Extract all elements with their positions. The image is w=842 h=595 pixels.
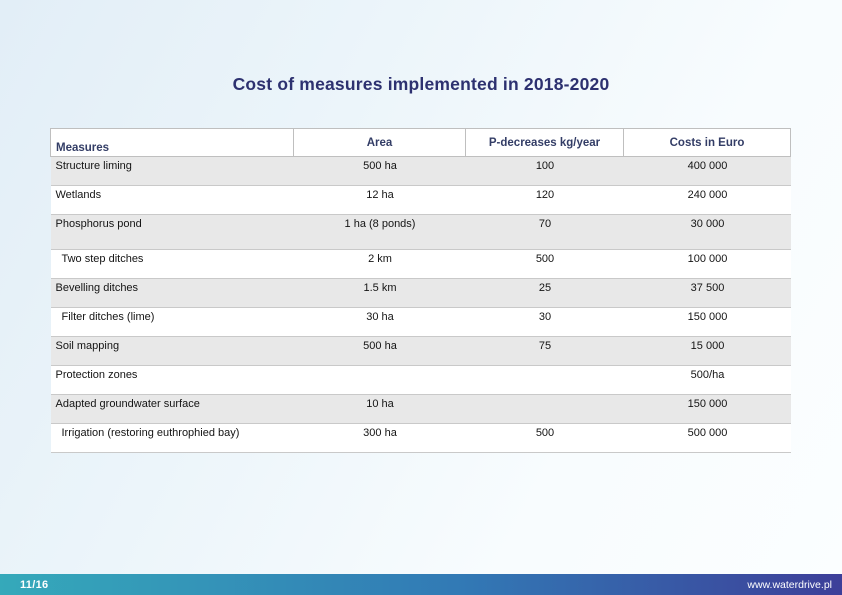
- page-title: Cost of measures implemented in 2018-202…: [232, 74, 610, 94]
- cell-measure: Structure liming: [50, 156, 294, 186]
- cell-p_decrease: [465, 365, 624, 395]
- cell-cost: 30 000: [623, 214, 791, 250]
- footer-bar: 11/16 www.waterdrive.pl: [0, 574, 842, 595]
- table-row: Protection zones 500/ha: [50, 365, 791, 395]
- cell-p_decrease: 25: [465, 278, 624, 308]
- cell-area: 300 ha: [293, 423, 466, 453]
- cell-cost: 150 000: [623, 307, 791, 337]
- table-row: Adapted groundwater surface 10 ha 150 000: [50, 394, 791, 424]
- table-row: Phosphorus pond 1 ha (8 ponds) 70 30 000: [50, 214, 791, 250]
- website-text: www.waterdrive.pl: [747, 578, 832, 591]
- cell-measure: Protection zones: [50, 365, 294, 395]
- cell-area: 500 ha: [293, 156, 466, 186]
- cell-cost: 100 000: [623, 249, 791, 279]
- cell-area: 10 ha: [293, 394, 466, 424]
- table-header: Measures Area P-decreases kg/year Costs …: [50, 128, 791, 157]
- cell-area: 12 ha: [293, 185, 466, 215]
- column-header-p-decreases: P-decreases kg/year: [465, 128, 624, 157]
- column-header-measures: Measures: [50, 128, 294, 157]
- cell-p_decrease: [465, 394, 624, 424]
- cell-area: 30 ha: [293, 307, 466, 337]
- table-row: Structure liming 500 ha 100 400 000: [50, 156, 791, 186]
- cell-p_decrease: 70: [465, 214, 624, 250]
- cell-cost: 15 000: [623, 336, 791, 366]
- cell-area: [293, 365, 466, 395]
- column-header-costs: Costs in Euro: [623, 128, 791, 157]
- measures-table: Measures Area P-decreases kg/year Costs …: [50, 128, 791, 453]
- cell-p_decrease: 500: [465, 423, 624, 453]
- cell-area: 500 ha: [293, 336, 466, 366]
- cell-measure: Phosphorus pond: [50, 214, 294, 250]
- cell-cost: 500 000: [623, 423, 791, 453]
- header-row: Measures Area P-decreases kg/year Costs …: [50, 128, 791, 157]
- cell-measure: Wetlands: [50, 185, 294, 215]
- cell-cost: 37 500: [623, 278, 791, 308]
- table-body: Structure liming 500 ha 100 400 000 Wetlands…: [50, 156, 791, 453]
- table-row: Irrigation (restoring euthrophied bay) 30…: [50, 423, 791, 453]
- cell-area: 2 km: [293, 249, 466, 279]
- cell-p_decrease: 75: [465, 336, 624, 366]
- cell-p_decrease: 120: [465, 185, 624, 215]
- page-indicator: 11/16: [20, 578, 49, 591]
- cell-cost: 150 000: [623, 394, 791, 424]
- cell-p_decrease: 100: [465, 156, 624, 186]
- cell-measure: Two step ditches: [50, 249, 294, 279]
- cell-measure: Filter ditches (lime): [50, 307, 294, 337]
- cell-p_decrease: 500: [465, 249, 624, 279]
- cell-measure: Soil mapping: [50, 336, 294, 366]
- table-row: Bevelling ditches 1.5 km 25 37 500: [50, 278, 791, 308]
- table-row: Two step ditches 2 km 500 100 000: [50, 249, 791, 279]
- cell-p_decrease: 30: [465, 307, 624, 337]
- cell-cost: 400 000: [623, 156, 791, 186]
- cell-cost: 500/ha: [623, 365, 791, 395]
- cell-cost: 240 000: [623, 185, 791, 215]
- cell-measure: Bevelling ditches: [50, 278, 294, 308]
- column-header-area: Area: [293, 128, 466, 157]
- cell-measure: Adapted groundwater surface: [50, 394, 294, 424]
- table-row: Filter ditches (lime) 30 ha 30 150 000: [50, 307, 791, 337]
- table-row: Soil mapping 500 ha 75 15 000: [50, 336, 791, 366]
- cell-measure: Irrigation (restoring euthrophied bay): [50, 423, 294, 453]
- table-row: Wetlands 12 ha 120 240 000: [50, 185, 791, 215]
- cell-area: 1 ha (8 ponds): [293, 214, 466, 250]
- cell-area: 1.5 km: [293, 278, 466, 308]
